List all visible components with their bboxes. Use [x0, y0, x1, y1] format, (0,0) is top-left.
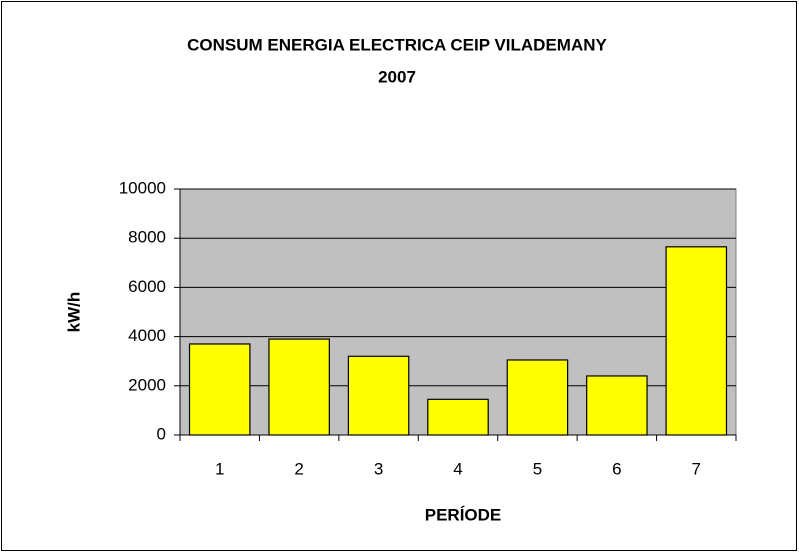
x-tick-label: 7	[692, 459, 701, 478]
y-tick-label: 4000	[128, 326, 166, 345]
x-tick-label: 6	[612, 459, 621, 478]
y-axis-label: kW/h	[64, 292, 83, 333]
bar	[347, 355, 410, 436]
y-tick-label: 10000	[119, 178, 166, 197]
x-tick-label: 4	[453, 459, 462, 478]
y-tick-label: 8000	[128, 228, 166, 247]
bar	[268, 338, 330, 436]
y-tick-label: 6000	[128, 277, 166, 296]
bar	[427, 398, 489, 436]
bar	[188, 343, 251, 436]
bar	[586, 375, 648, 436]
x-tick-label: 1	[215, 459, 224, 478]
bar	[665, 246, 728, 436]
x-tick-label: 2	[294, 459, 303, 478]
y-tick-label: 0	[157, 424, 166, 443]
chart-title: 2007	[378, 67, 416, 86]
y-tick-label: 2000	[128, 375, 166, 394]
plot-area	[179, 188, 737, 436]
x-axis-label: PERÍODE	[425, 505, 502, 524]
bar	[506, 359, 569, 436]
x-tick-label: 5	[533, 459, 542, 478]
chart-title: CONSUM ENERGIA ELECTRICA CEIP VILADEMANY	[187, 35, 607, 54]
x-tick-label: 3	[374, 459, 383, 478]
